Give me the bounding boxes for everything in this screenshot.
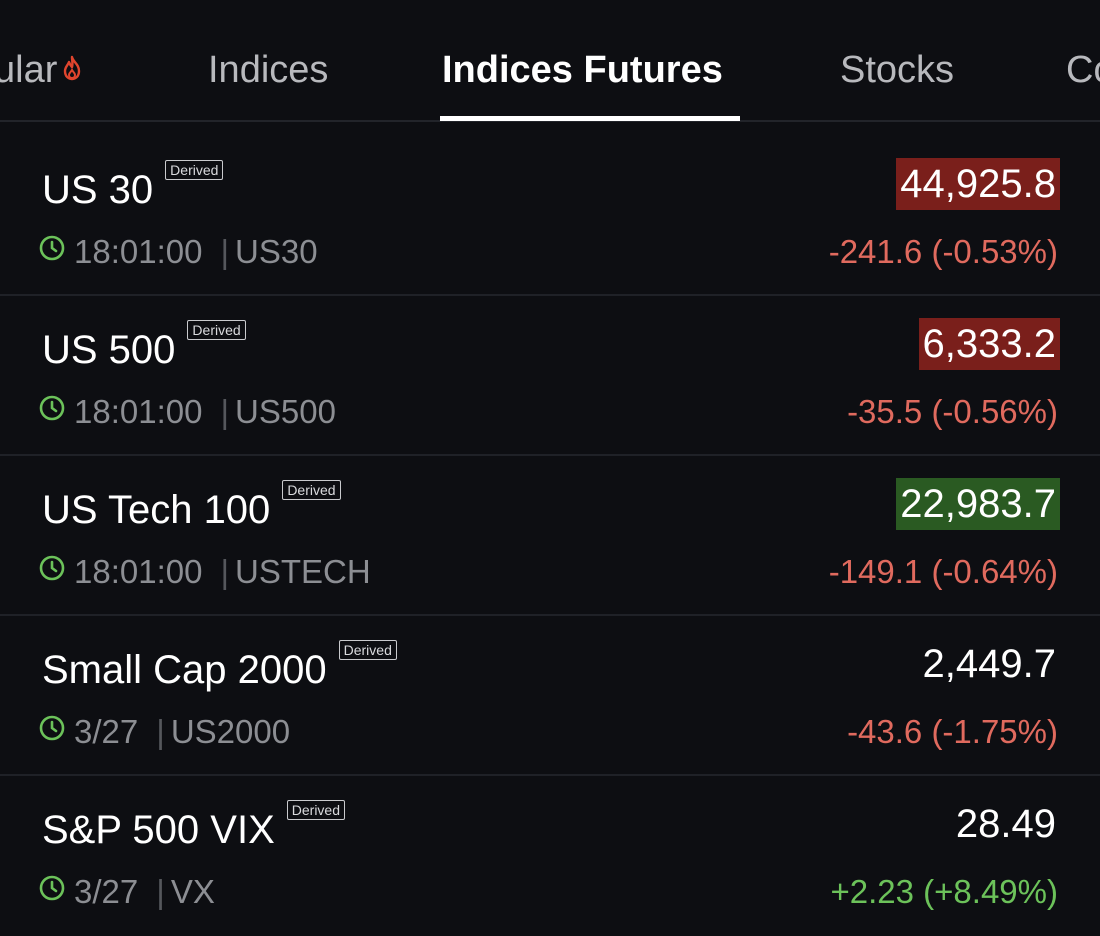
instrument-symbol: USTECH <box>235 553 371 590</box>
instrument-name: US Tech 100 Derived <box>42 480 341 534</box>
price-value: 2,449.7 <box>922 642 1056 686</box>
list-item[interactable]: S&P 500 VIX Derived 3/27 | VX 28.49 +2.23 (… <box>0 776 1100 936</box>
list-item[interactable]: US Tech 100 Derived 18:01:00 | USTECH 22,98… <box>0 456 1100 616</box>
instrument-name-text: Small Cap 2000 <box>42 648 327 692</box>
update-time: 18:01:00 <box>74 393 203 430</box>
price-value: 6,333.2 <box>918 318 1060 370</box>
instrument-name-text: S&P 500 VIX <box>42 808 275 852</box>
price-change: +2.23 (+8.49%) <box>830 873 1059 910</box>
tab-indices[interactable]: Indices <box>208 49 329 91</box>
price-change: -43.6 (-1.75%) <box>847 713 1058 750</box>
instrument-meta: 3/27 | VX <box>38 872 215 912</box>
instrument-symbol: US500 <box>235 393 336 430</box>
instrument-meta: 18:01:00 | USTECH <box>38 552 371 592</box>
instrument-symbol: VX <box>170 873 215 910</box>
list-item[interactable]: US 500 Derived 18:01:00 | US500 6,333.2 -35… <box>0 296 1100 456</box>
instrument-meta: 18:01:00 | US500 <box>38 392 336 432</box>
price-value: 28.49 <box>955 802 1056 846</box>
update-time: 18:01:00 <box>74 233 203 270</box>
separator: | <box>156 873 165 910</box>
instrument-symbol: US2000 <box>170 713 291 750</box>
update-time: 3/27 <box>74 873 139 910</box>
instrument-name-text: US Tech 100 <box>42 488 271 532</box>
update-time: 3/27 <box>74 713 139 750</box>
price-value: 22,983.7 <box>896 478 1060 530</box>
instrument-name-text: US 500 <box>42 328 176 372</box>
price-change: -35.5 (-0.56%) <box>847 393 1058 430</box>
separator: | <box>156 713 165 750</box>
list-item[interactable]: US 30 Derived 18:01:00 | US30 44,925.8 -241… <box>0 122 1100 296</box>
instrument-name-text: US 30 <box>42 168 154 212</box>
derived-badge: Derived <box>165 160 224 180</box>
instrument-name: US 30 Derived <box>42 160 224 214</box>
price-change: -149.1 (-0.64%) <box>828 553 1058 590</box>
tab-commodities[interactable]: Co <box>1066 49 1100 91</box>
tab-indices-futures[interactable]: Indices Futures <box>442 49 723 91</box>
clock-icon <box>38 231 66 271</box>
derived-badge: Derived <box>338 640 397 660</box>
clock-icon <box>38 551 66 591</box>
instrument-meta: 3/27 | US2000 <box>38 712 290 752</box>
price-value: 44,925.8 <box>896 158 1060 210</box>
tab-popular[interactable]: ular <box>0 48 83 92</box>
clock-icon <box>38 711 66 751</box>
separator: | <box>220 233 230 270</box>
tab-bar: ular Indices Indices Futures Stocks Co <box>0 0 1100 122</box>
instrument-symbol: US30 <box>235 233 318 270</box>
tab-stocks[interactable]: Stocks <box>840 49 955 91</box>
derived-badge: Derived <box>286 800 346 820</box>
separator: | <box>220 393 230 430</box>
derived-badge: Derived <box>187 320 246 340</box>
price-change: -241.6 (-0.53%) <box>828 233 1058 270</box>
derived-badge: Derived <box>282 480 341 500</box>
clock-icon <box>38 871 66 911</box>
update-time: 18:01:00 <box>74 553 203 590</box>
tab-popular-label: ular <box>0 49 58 91</box>
flame-icon <box>61 47 83 91</box>
instrument-name: Small Cap 2000 Derived <box>42 640 397 694</box>
list-item[interactable]: Small Cap 2000 Derived 3/27 | US2000 2,449.… <box>0 616 1100 776</box>
clock-icon <box>38 391 66 431</box>
instrument-name: S&P 500 VIX Derived <box>42 800 346 854</box>
instrument-name: US 500 Derived <box>42 320 246 374</box>
active-tab-indicator <box>440 116 740 121</box>
separator: | <box>220 553 230 590</box>
instrument-meta: 18:01:00 | US30 <box>38 232 318 272</box>
